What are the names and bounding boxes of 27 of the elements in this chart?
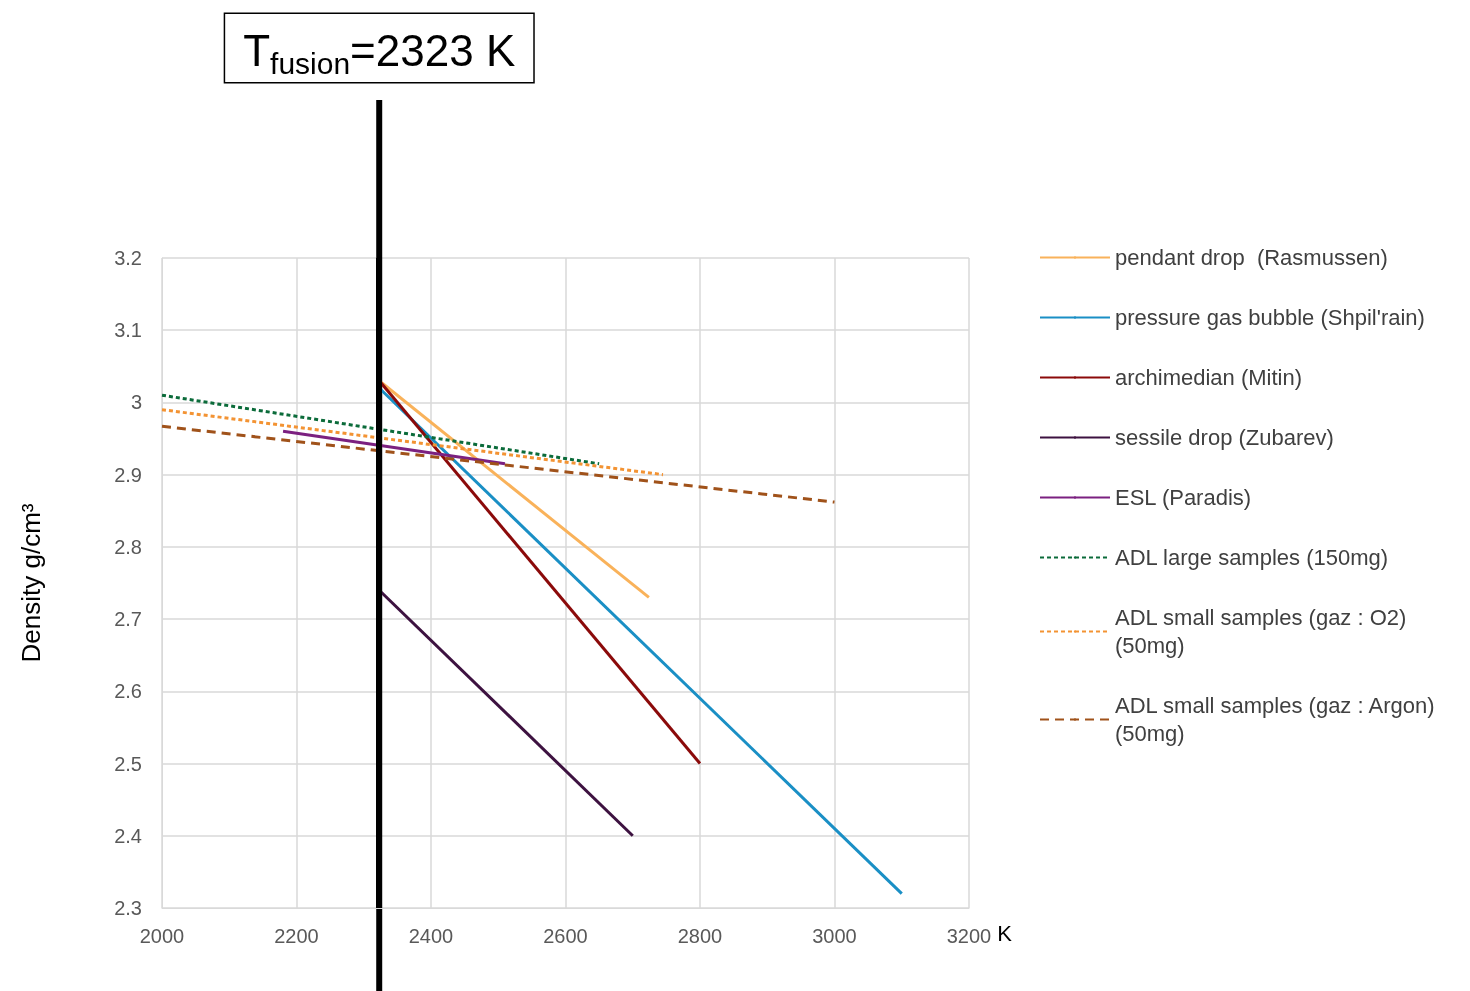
- y-tick-label: 2.3: [114, 897, 142, 919]
- y-tick-label: 2.8: [114, 535, 142, 558]
- legend-label: ESL (Paradis): [1115, 485, 1252, 510]
- y-tick-label: 3: [130, 391, 142, 414]
- y-tick-label: 3.2: [114, 247, 142, 269]
- y-tick-label: 3.1: [114, 319, 142, 342]
- legend-label: pendant drop (Rasmussen): [1115, 245, 1388, 270]
- legend-label: ADL small samples (gaz : Argon) (50mg): [1115, 693, 1441, 746]
- y-tick-label: 2.4: [114, 824, 142, 847]
- x-tick-label: 2600: [543, 925, 588, 947]
- x-tick-label: 2000: [139, 925, 185, 947]
- legend-label: ADL small samples (gaz : O2) (50mg): [1115, 605, 1413, 658]
- legend-label: pressure gas bubble (Shpil'rain): [1115, 305, 1425, 330]
- x-axis-title: K: [997, 920, 1013, 946]
- legend-label: sessile drop (Zubarev): [1115, 425, 1334, 450]
- legend-label: ADL large samples (150mg): [1115, 545, 1389, 570]
- y-tick-label: 2.9: [114, 463, 142, 486]
- y-tick-label: 2.7: [114, 608, 142, 631]
- x-tick-label: 2400: [408, 925, 454, 947]
- x-tick-label: 3200: [946, 925, 992, 947]
- y-axis-title: Density g/cm³: [16, 503, 46, 663]
- y-tick-label: 2.5: [114, 752, 142, 775]
- legend-label: archimedian (Mitin): [1115, 365, 1303, 390]
- x-tick-label: 2200: [274, 925, 319, 947]
- x-tick-label: 2800: [677, 925, 723, 947]
- y-tick-label: 2.6: [114, 680, 142, 703]
- x-tick-label: 3000: [812, 925, 857, 947]
